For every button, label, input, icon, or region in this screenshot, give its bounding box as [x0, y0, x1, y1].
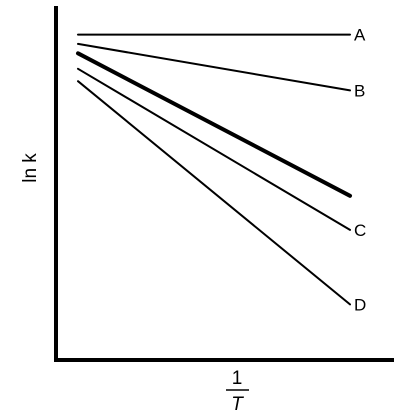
series-label-a: A	[354, 26, 366, 45]
series-line-c	[77, 67, 351, 231]
series-label-c: C	[354, 221, 366, 240]
x-axis-label-denominator: T	[231, 394, 244, 415]
series-line-b	[77, 42, 351, 92]
series-line-unlabeled	[76, 51, 352, 198]
x-axis-label-numerator: 1	[232, 368, 243, 389]
series-line-d	[77, 80, 351, 306]
series-group: A B C D	[76, 26, 366, 314]
series-label-b: B	[354, 81, 365, 100]
series-label-d: D	[354, 295, 366, 314]
y-axis-label: ln k	[20, 153, 41, 183]
